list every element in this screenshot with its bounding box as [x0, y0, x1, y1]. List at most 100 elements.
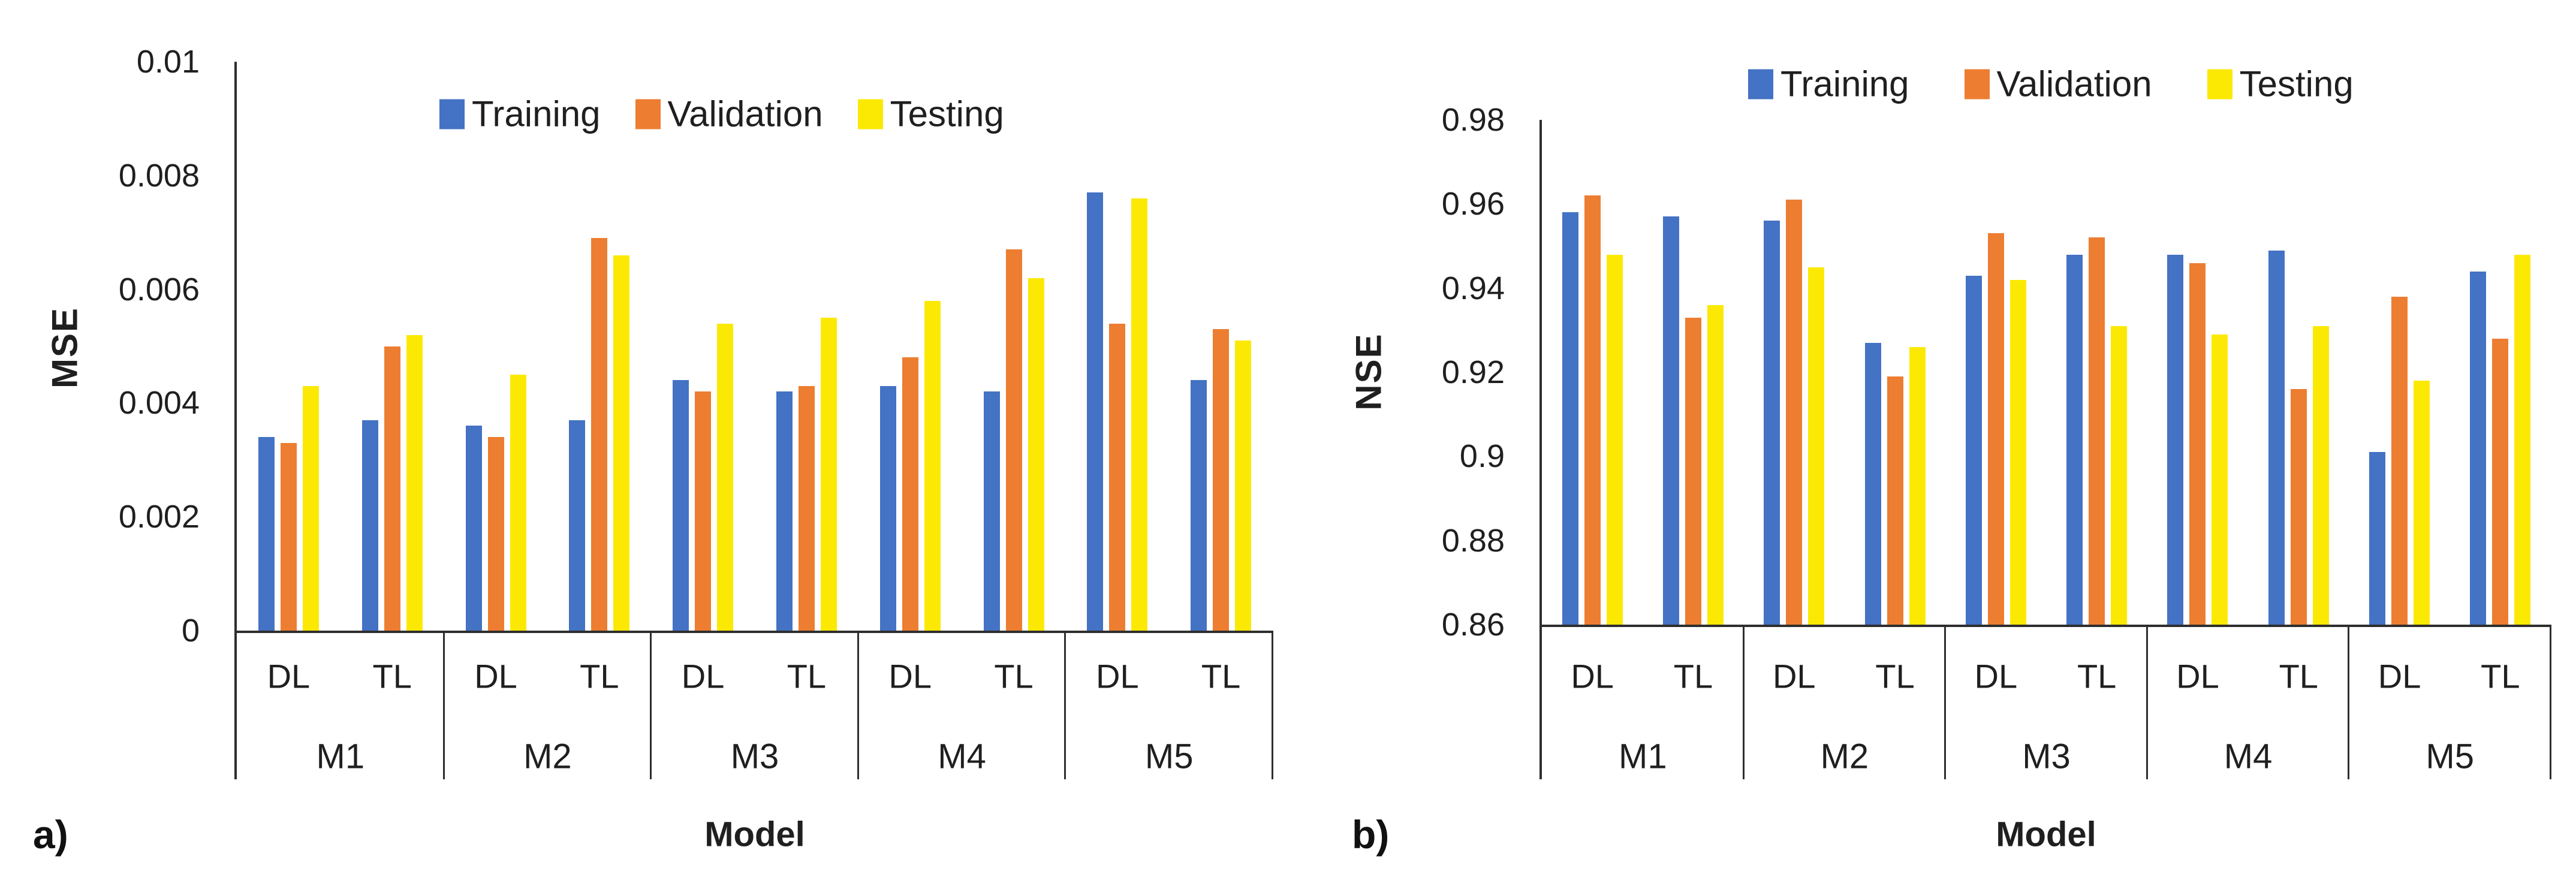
subcategory-label-m1-dl: DL [267, 657, 311, 695]
testing-swatch-icon [2207, 69, 2232, 99]
subcategory-label-m2-dl: DL [1772, 657, 1816, 695]
bar-m2-dl-training [465, 426, 482, 631]
subcategory-label-m5-tl: TL [1201, 657, 1241, 695]
testing-swatch-icon [857, 99, 883, 129]
bar-m1-tl-validation [384, 346, 400, 631]
bar-m4-tl-testing [2312, 326, 2329, 625]
bar-m5-tl-testing [2514, 254, 2531, 625]
y-axis-title-mse: MSE [44, 306, 85, 389]
bar-m3-tl-validation [798, 385, 815, 631]
y-tick-label: 0.92 [1441, 354, 1505, 390]
category-separator [1064, 631, 1066, 779]
y-tick-label: 0 [181, 613, 200, 649]
bar-m4-dl-testing [924, 300, 941, 631]
validation-swatch-icon [635, 99, 661, 129]
y-tick-label: 0.94 [1441, 270, 1505, 306]
bar-m2-tl-testing [613, 255, 630, 631]
subcategory-label-m4-tl: TL [2279, 657, 2318, 695]
bar-m3-tl-validation [2089, 237, 2105, 625]
bar-m4-tl-validation [2290, 389, 2307, 625]
bar-m5-dl-testing [1131, 198, 1148, 631]
y-tick-label: 0.01 [136, 44, 200, 80]
category-label-m4: M4 [938, 737, 986, 776]
category-separator [650, 631, 652, 779]
bar-m5-tl-training [1191, 380, 1207, 631]
bar-m1-dl-testing [302, 385, 319, 631]
y-tick-label: 0.002 [118, 499, 200, 535]
y-tick-label: 0.88 [1441, 522, 1505, 559]
category-separator [442, 631, 445, 779]
bar-m1-tl-testing [406, 334, 423, 631]
subcategory-label-m5-tl: TL [2481, 657, 2520, 695]
training-swatch-icon [1748, 69, 1773, 99]
category-label-m2: M2 [1820, 737, 1869, 776]
bar-m3-tl-testing [820, 318, 837, 631]
category-label-m4: M4 [2224, 737, 2273, 776]
category-separator [2550, 625, 2551, 779]
category-label-m5: M5 [1144, 737, 1194, 776]
subcategory-label-m3-dl: DL [681, 657, 725, 695]
y-axis-title-nse: NSE [1348, 333, 1389, 411]
x-axis-line [1539, 625, 2551, 627]
y-tick-label: 0.96 [1441, 186, 1505, 222]
bar-m1-dl-testing [1606, 254, 1623, 625]
bar-m5-tl-validation [2492, 338, 2509, 625]
bar-m4-dl-training [2167, 254, 2184, 625]
category-separator [1272, 631, 1273, 779]
bar-m3-tl-training [2066, 254, 2083, 625]
bar-m4-dl-validation [902, 357, 918, 631]
legend-label-training: Training [472, 94, 601, 134]
bar-m5-dl-training [2369, 452, 2386, 625]
bar-m4-tl-training [2268, 250, 2285, 625]
subcategory-label-m5-dl: DL [2378, 657, 2421, 695]
subcategory-label-m2-tl: TL [580, 657, 619, 695]
x-axis-title: Model [1996, 815, 2096, 854]
y-tick-label: 0.004 [118, 385, 200, 421]
bar-m5-dl-validation [1109, 323, 1126, 631]
legend-item-training: Training [439, 94, 601, 135]
bar-m4-tl-training [983, 391, 1000, 631]
y-tick-label: 0.98 [1441, 102, 1505, 138]
bar-m3-dl-validation [1987, 233, 2004, 625]
category-separator [1742, 625, 1745, 779]
bar-m2-tl-training [569, 420, 586, 631]
bar-m5-tl-validation [1213, 329, 1230, 631]
legend-label-training: Training [1780, 64, 1909, 104]
bar-m5-tl-training [2470, 271, 2487, 625]
y-tick-label: 0.008 [118, 157, 200, 194]
bar-m1-tl-validation [1685, 317, 1701, 625]
bar-m1-dl-training [1562, 212, 1578, 625]
subcategory-label-m4-tl: TL [994, 657, 1034, 695]
legend: Training Validation Testing [1748, 64, 2354, 105]
y-axis-line [1539, 120, 1542, 779]
panel-label-b: b) [1352, 812, 1390, 857]
legend-item-training: Training [1748, 64, 1909, 105]
bar-m3-dl-validation [695, 391, 712, 631]
subcategory-label-m4-dl: DL [888, 657, 932, 695]
bar-m4-dl-training [879, 385, 896, 631]
bar-m4-tl-validation [1005, 249, 1022, 631]
bar-m1-tl-training [1662, 216, 1679, 625]
bar-m1-tl-testing [1707, 305, 1724, 625]
legend-label-validation: Validation [1996, 64, 2152, 104]
category-separator [2146, 625, 2148, 779]
bar-m2-tl-validation [591, 238, 608, 631]
y-tick-label: 0.9 [1459, 438, 1505, 475]
bar-m3-dl-training [1965, 275, 1982, 625]
bar-m3-dl-testing [717, 323, 734, 631]
subcategory-label-m1-dl: DL [1571, 657, 1614, 695]
bar-m4-tl-testing [1028, 278, 1044, 631]
bar-m3-tl-training [776, 391, 793, 631]
subcategory-label-m4-dl: DL [2176, 657, 2219, 695]
subcategory-label-m2-dl: DL [474, 657, 517, 695]
bar-m3-tl-testing [2111, 326, 2128, 625]
legend-label-testing: Testing [890, 94, 1004, 134]
category-label-m1: M1 [316, 737, 365, 776]
x-axis-line [234, 631, 1273, 633]
subcategory-label-m2-tl: TL [1875, 657, 1915, 695]
legend-item-testing: Testing [2207, 64, 2354, 105]
x-axis-title: Model [704, 815, 805, 854]
subcategory-label-m5-dl: DL [1096, 657, 1139, 695]
category-label-m3: M3 [730, 737, 779, 776]
bar-m2-dl-validation [487, 437, 504, 631]
